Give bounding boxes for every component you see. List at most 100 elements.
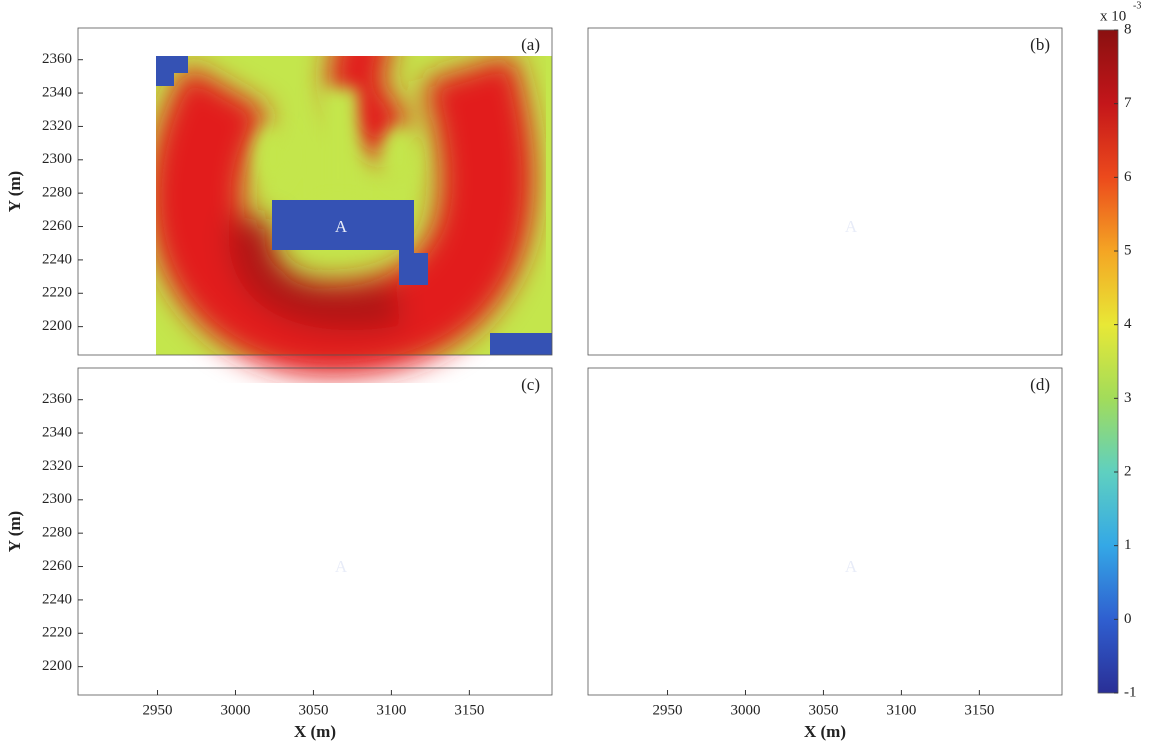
plume-arc <box>706 408 997 669</box>
x-tick-label: 3100 <box>886 702 916 718</box>
plume-arc <box>196 408 487 669</box>
x-tick-label: 3100 <box>376 702 406 718</box>
x-tick-label: 3050 <box>298 702 328 718</box>
y-tick-label: 2260 <box>42 218 72 234</box>
obstacle <box>588 28 698 86</box>
colorbar-tick-label: 1 <box>1124 537 1132 553</box>
y-axis-label: Y (m) <box>5 171 24 212</box>
colorbar-exponent: -3 <box>1133 0 1141 11</box>
obstacle <box>490 333 552 355</box>
panel-frame <box>78 368 552 695</box>
colorbar-scale: x 10 <box>1100 8 1126 24</box>
y-tick-label: 2200 <box>42 318 72 334</box>
x-tick-label: 2950 <box>653 702 683 718</box>
building <box>782 200 938 285</box>
wake <box>318 88 358 198</box>
x-axis-label: X (m) <box>294 722 336 741</box>
obstacle <box>78 240 85 355</box>
field-background <box>588 28 1062 355</box>
panel-label: (c) <box>521 375 540 394</box>
colorbar-tick-label: 7 <box>1124 95 1132 111</box>
x-tick-label: 3150 <box>454 702 484 718</box>
y-tick-label: 2220 <box>42 625 72 641</box>
plume <box>196 368 487 669</box>
y-axis-label: Y (m) <box>5 511 24 552</box>
x-tick-label: 3000 <box>730 702 760 718</box>
x-tick-label: 3150 <box>964 702 994 718</box>
y-tick-label: 2240 <box>42 251 72 267</box>
panel-label: (b) <box>1030 35 1050 54</box>
y-tick-label: 2280 <box>42 525 72 541</box>
y-tick-label: 2280 <box>42 185 72 201</box>
obstacle <box>78 580 85 695</box>
y-tick-label: 2220 <box>42 285 72 301</box>
wake <box>828 428 868 538</box>
swirl <box>255 126 291 186</box>
y-tick-label: 2340 <box>42 425 72 441</box>
panel <box>588 28 1062 355</box>
obstacle <box>588 580 595 695</box>
colorbar-tick-label: 0 <box>1124 611 1132 627</box>
plume <box>706 28 997 329</box>
building-label: A <box>845 557 858 576</box>
colorbar-tick-label: 3 <box>1124 390 1132 406</box>
building <box>782 540 938 625</box>
y-tick-label: 2360 <box>42 391 72 407</box>
field-background <box>588 368 1062 695</box>
x-axis-label: X (m) <box>804 722 846 741</box>
obstacle <box>588 240 595 355</box>
y-tick-label: 2360 <box>42 51 72 67</box>
panel-frame <box>588 28 1062 355</box>
panel-label: (d) <box>1030 375 1050 394</box>
plume <box>706 368 997 669</box>
obstacle <box>490 673 552 695</box>
swirl <box>892 126 928 186</box>
colorbar <box>1098 30 1118 693</box>
x-tick-label: 3050 <box>808 702 838 718</box>
wake <box>828 88 868 198</box>
panel-frame <box>588 368 1062 695</box>
y-tick-label: 2320 <box>42 118 72 134</box>
swirl <box>892 466 928 526</box>
panel <box>78 368 552 695</box>
y-tick-label: 2300 <box>42 151 72 167</box>
y-tick-label: 2260 <box>42 558 72 574</box>
panel-label: (a) <box>521 35 540 54</box>
y-tick-label: 2240 <box>42 591 72 607</box>
colorbar-tick-label: 4 <box>1124 316 1132 332</box>
swirls <box>765 88 928 198</box>
swirl <box>382 126 418 186</box>
x-tick-label: 2950 <box>143 702 173 718</box>
building-label: A <box>335 217 348 236</box>
x-tick-label: 3000 <box>220 702 250 718</box>
plume-left-swirl <box>356 368 398 478</box>
swirl <box>765 466 801 526</box>
obstacle <box>1000 673 1062 695</box>
colorbar-tick-label: 5 <box>1124 242 1132 258</box>
obstacle <box>588 368 698 426</box>
plume-left-swirl <box>866 368 908 478</box>
y-tick-label: 2200 <box>42 658 72 674</box>
field-background <box>78 368 552 695</box>
wake <box>318 428 358 538</box>
y-tick-label: 2340 <box>42 85 72 101</box>
plume-core <box>251 558 398 648</box>
figure: A (a) 2200 2220 2240 2260 2280 2300 2320 2340 2360… <box>0 0 1169 748</box>
plume-core <box>761 218 908 308</box>
panel <box>78 28 552 355</box>
swirl <box>765 126 801 186</box>
building <box>272 540 428 625</box>
swirls <box>255 428 418 538</box>
colorbar-tick-label: -1 <box>1124 684 1137 700</box>
obstacle <box>1000 333 1062 355</box>
swirl <box>255 466 291 526</box>
y-tick-label: 2320 <box>42 458 72 474</box>
swirls <box>765 428 928 538</box>
swirl <box>382 466 418 526</box>
building-label: A <box>335 557 348 576</box>
colorbar-tick-label: 6 <box>1124 169 1132 185</box>
building-label: A <box>845 217 858 236</box>
obstacle <box>78 28 188 86</box>
plume-core <box>761 558 908 648</box>
obstacle <box>78 368 188 426</box>
